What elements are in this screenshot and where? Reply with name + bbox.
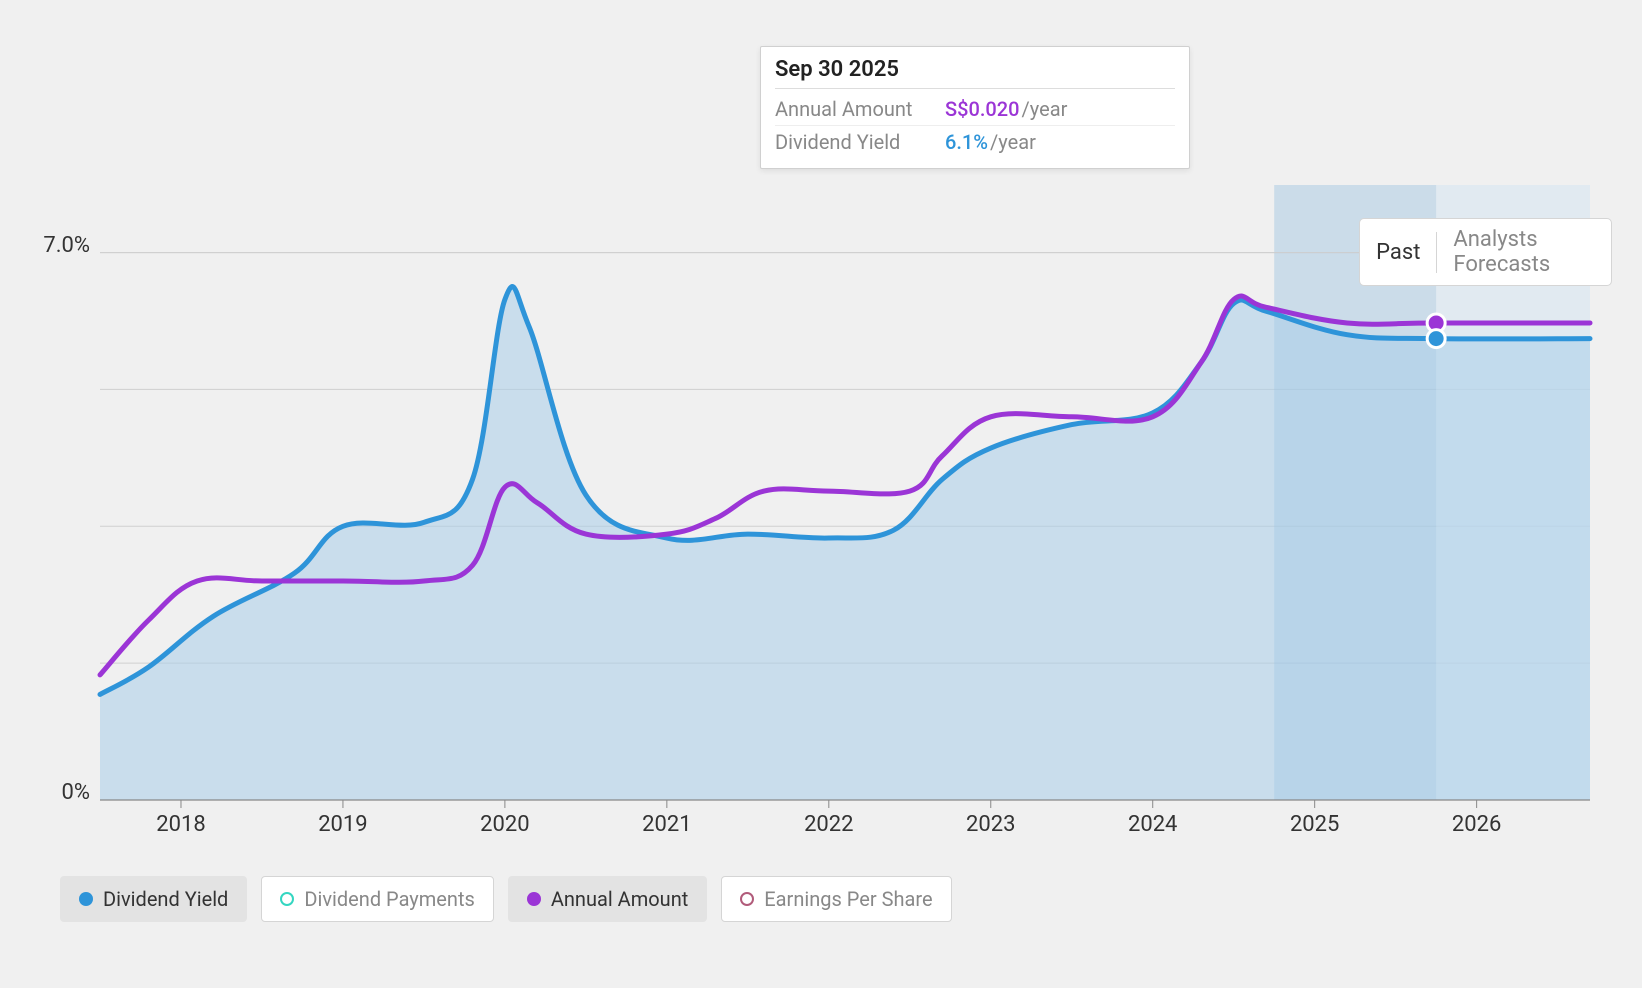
chart-legend: Dividend Yield Dividend Payments Annual Am…: [60, 876, 952, 922]
x-axis-tick-label: 2026: [1447, 812, 1507, 837]
x-axis-tick-label: 2018: [151, 812, 211, 837]
legend-marker-icon: [280, 892, 294, 906]
y-axis-tick-label: 7.0%: [30, 233, 90, 258]
legend-item-label: Dividend Payments: [304, 887, 474, 911]
legend-marker-icon: [740, 892, 754, 906]
tooltip-row: Annual AmountS$0.020/year: [775, 93, 1175, 126]
forecast-label: Analysts Forecasts: [1437, 219, 1611, 285]
tooltip-row-unit: /year: [1022, 97, 1068, 121]
chart-area: 0% 7.0% 2018 2019 2020 2021 2022 2023 2024 2025 2…: [30, 30, 1612, 958]
tooltip-row: Dividend Yield6.1%/year: [775, 126, 1175, 158]
tooltip-row-unit: /year: [990, 130, 1036, 154]
x-axis-tick-label: 2024: [1123, 812, 1183, 837]
legend-item-annual-amount[interactable]: Annual Amount: [508, 876, 707, 922]
tooltip-row-value: 6.1%: [945, 130, 988, 154]
tooltip-title: Sep 30 2025: [775, 57, 1175, 89]
y-axis-tick-label: 0%: [30, 780, 90, 805]
tooltip-row-label: Dividend Yield: [775, 130, 945, 154]
legend-marker-icon: [527, 892, 541, 906]
x-axis-tick-label: 2021: [637, 812, 697, 837]
x-axis-tick-label: 2019: [313, 812, 373, 837]
legend-item-dividend-payments[interactable]: Dividend Payments: [261, 876, 493, 922]
legend-item-label: Dividend Yield: [103, 887, 228, 911]
x-axis-tick-label: 2022: [799, 812, 859, 837]
legend-item-dividend-yield[interactable]: Dividend Yield: [60, 876, 247, 922]
past-forecast-divider-label: Past Analysts Forecasts: [1359, 218, 1612, 286]
legend-item-label: Earnings Per Share: [764, 887, 932, 911]
x-axis-tick-label: 2023: [961, 812, 1021, 837]
x-axis-tick-label: 2020: [475, 812, 535, 837]
legend-item-earnings-per-share[interactable]: Earnings Per Share: [721, 876, 951, 922]
legend-item-label: Annual Amount: [551, 887, 688, 911]
chart-tooltip: Sep 30 2025 Annual AmountS$0.020/yearDiv…: [760, 46, 1190, 169]
legend-marker-icon: [79, 892, 93, 906]
x-axis-tick-label: 2025: [1285, 812, 1345, 837]
past-label: Past: [1360, 232, 1437, 273]
tooltip-row-value: S$0.020: [945, 97, 1020, 121]
tooltip-row-label: Annual Amount: [775, 97, 945, 121]
